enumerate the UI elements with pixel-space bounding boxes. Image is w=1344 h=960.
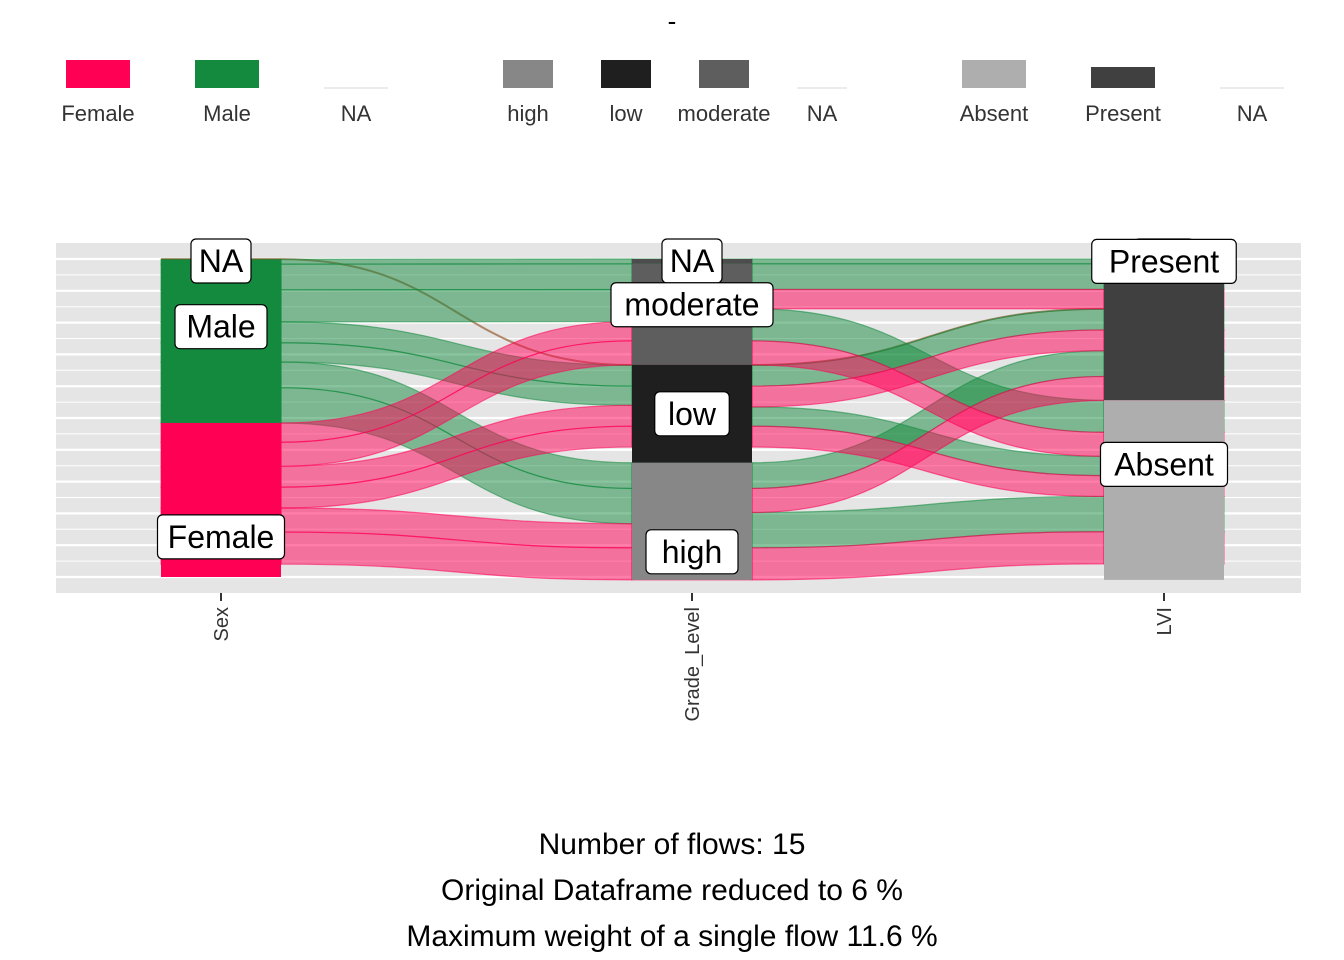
stratum-label-text: NA	[199, 243, 244, 279]
stratum-label-lvi-absent: Absent	[1099, 441, 1229, 487]
stratum-label-box	[174, 304, 268, 350]
legend-label-high: high	[507, 101, 549, 126]
chart-title: -	[668, 6, 677, 36]
legend-label-female: Female	[61, 101, 134, 126]
stratum-label-text: high	[662, 534, 723, 570]
legend-key-male	[195, 60, 259, 88]
stratum-label-box	[1091, 238, 1237, 285]
stratum-label-text: Present	[1109, 243, 1219, 279]
caption-max-weight: Maximum weight of a single flow 11.6 %	[406, 920, 938, 953]
legend-key-absent	[962, 60, 1026, 88]
x-axis: Sex Grade_Level LVI	[211, 593, 1176, 722]
stratum-label-box	[610, 282, 774, 328]
legend-label-na: NA	[341, 101, 372, 126]
legend-label-moderate: moderate	[678, 101, 771, 126]
flow-segment	[280, 288, 633, 323]
legend-label-male: Male	[203, 101, 251, 126]
caption-flow-count: Number of flows: 15	[538, 828, 806, 861]
stratum-label-text: Absent	[1114, 446, 1214, 482]
legend-key-present	[1091, 67, 1155, 88]
stratum-label-box	[190, 238, 252, 284]
legend-label-na: NA	[1237, 101, 1268, 126]
stratum-label-grade-level-high: high	[645, 529, 739, 575]
stratum-label-text: moderate	[624, 287, 759, 323]
stratum-label-grade-level-low: low	[654, 391, 730, 437]
stratum-label-box	[156, 514, 286, 560]
x-tick-label-lvi: LVI	[1154, 607, 1176, 636]
stratum-label-text: Female	[168, 519, 275, 555]
x-tick-label-sex: Sex	[211, 607, 233, 641]
stratum-lvi-absent	[1104, 400, 1224, 580]
stratum-label-grade-level-moderate: moderate	[610, 282, 774, 328]
alluvial-chart: Female Male NA high low moderate NA Absent Prese…	[56, 6, 1301, 722]
stratum-label-text: low	[668, 396, 717, 432]
legend-label-present: Present	[1085, 101, 1161, 126]
caption-reduction: Original Dataframe reduced to 6 %	[441, 874, 903, 907]
stratum-lvi-present	[1104, 263, 1224, 401]
stratum-label-sex-female: Female	[156, 514, 286, 560]
flow-segment	[751, 288, 1105, 310]
flow-segment	[751, 258, 1105, 265]
stratum-label-sex-na: NA	[190, 238, 252, 284]
legend: Female Male NA high low moderate NA Absent Prese…	[61, 60, 1284, 126]
legend-key-moderate	[699, 60, 749, 88]
legend-key-female	[66, 60, 130, 88]
stratum-label-lvi-present: Present	[1091, 238, 1237, 285]
x-tick-label-grade-level: Grade_Level	[682, 607, 704, 722]
legend-label-absent: Absent	[960, 101, 1029, 126]
flow-segment	[280, 263, 633, 291]
stratum-label-sex-male: Male	[174, 304, 268, 350]
stratum-labels: NAMaleFemaleNAmoderatelowhighNAPresentAb…	[156, 238, 1237, 575]
stratum-label-box	[1099, 441, 1229, 487]
stratum-label-box	[654, 391, 730, 437]
stratum-label-text: Male	[186, 309, 255, 345]
flow-segment	[751, 263, 1105, 291]
stratum-label-grade-level-na: NA	[661, 238, 723, 284]
legend-label-na: NA	[807, 101, 838, 126]
legend-key-high	[503, 60, 553, 88]
legend-key-low	[601, 60, 651, 88]
stratum-label-text: NA	[670, 243, 715, 279]
stratum-label-box	[645, 529, 739, 575]
legend-label-low: low	[609, 101, 642, 126]
